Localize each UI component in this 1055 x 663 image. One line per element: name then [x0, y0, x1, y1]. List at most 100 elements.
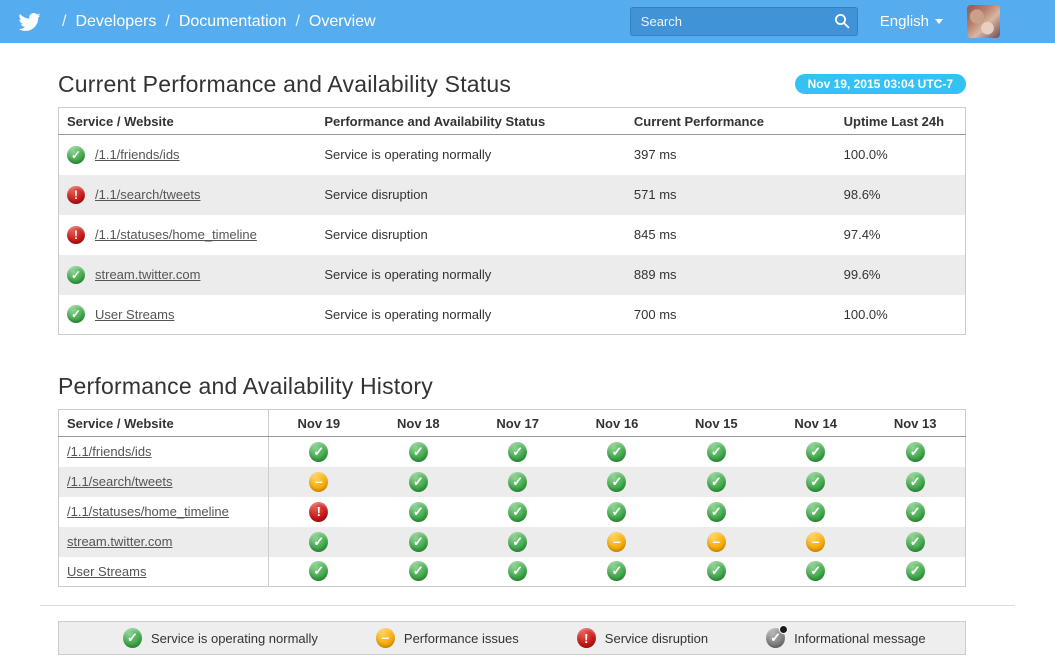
service-cell: ✓ User Streams	[59, 295, 317, 335]
service-link[interactable]: /1.1/search/tweets	[67, 474, 173, 489]
check-circle-icon: ✓	[905, 441, 925, 462]
service-cell: ! /1.1/search/tweets	[59, 175, 317, 215]
exclamation-circle-icon: !	[67, 225, 85, 244]
check-circle-icon: ✓	[508, 501, 528, 522]
service-cell-content: ! /1.1/statuses/home_timeline	[67, 225, 308, 244]
history-service-cell: stream.twitter.com	[58, 526, 269, 557]
check-circle-icon: ✓	[408, 501, 428, 522]
status-glyph: ✓	[611, 503, 623, 519]
table-row: ✓ /1.1/friends/ids Service is operating no…	[59, 135, 966, 175]
history-status-cell: ✓	[567, 437, 666, 467]
status-column-header: Service / Website	[58, 107, 317, 135]
check-circle-icon: ✓	[806, 471, 826, 492]
service-link[interactable]: stream.twitter.com	[67, 534, 173, 549]
history-date-header: Nov 14	[765, 409, 866, 437]
history-status-cell: ✓	[567, 467, 666, 497]
history-status-cell: ✓	[468, 497, 567, 527]
language-label: English	[879, 13, 929, 30]
history-status-cell: ✓	[667, 467, 766, 497]
status-glyph: ✓	[70, 307, 82, 322]
language-dropdown[interactable]: English	[880, 13, 943, 30]
magnifier-icon[interactable]	[834, 13, 850, 29]
service-link[interactable]: User Streams	[67, 563, 147, 579]
status-text-cell: Service is operating normally	[324, 147, 492, 163]
table-row: ! /1.1/search/tweets Service disruption 571…	[58, 174, 966, 215]
history-status-cell: ✓	[369, 527, 468, 557]
history-status-cell: !	[269, 497, 369, 527]
table-row: stream.twitter.com ✓ ✓ ✓ – – – ✓	[58, 526, 966, 557]
status-glyph: ✓	[313, 563, 325, 579]
check-circle-icon: ✓	[67, 145, 85, 164]
status-glyph: ✓	[412, 563, 424, 579]
main-content: Current Performance and Availability Sta…	[58, 71, 966, 587]
status-glyph: ✓	[611, 443, 623, 459]
status-glyph: ✓	[412, 503, 424, 519]
check-circle-icon: ✓	[67, 305, 85, 324]
chevron-down-icon	[935, 19, 943, 24]
status-glyph: !	[74, 187, 78, 202]
history-status-cell: –	[766, 527, 865, 557]
history-service-cell: /1.1/friends/ids	[58, 436, 269, 467]
history-status-cell: ✓	[865, 437, 965, 467]
history-date-header: Nov 19	[268, 409, 369, 437]
service-link[interactable]: /1.1/search/tweets	[95, 187, 201, 202]
check-circle-icon: ✓	[607, 561, 627, 582]
history-status-cell: –	[269, 467, 369, 497]
check-circle-icon: ✓	[508, 531, 528, 552]
status-section-header: Current Performance and Availability Sta…	[58, 71, 966, 98]
service-link[interactable]: /1.1/statuses/home_timeline	[67, 504, 229, 519]
check-circle-icon: ✓	[408, 441, 428, 462]
legend-divider	[40, 605, 1015, 606]
history-status-cell: –	[667, 527, 766, 557]
service-link[interactable]: /1.1/friends/ids	[67, 444, 152, 460]
history-status-cell: ✓	[567, 497, 666, 527]
breadcrumb-item-overview[interactable]: Overview	[308, 12, 376, 30]
history-status-cell: ✓	[667, 497, 766, 527]
status-glyph: ✓	[412, 443, 424, 459]
check-circle-icon: ✓	[123, 628, 142, 648]
status-glyph: ✓	[710, 443, 722, 459]
status-glyph: ✓	[512, 563, 524, 579]
history-status-cell: ✓	[766, 467, 865, 497]
table-row: /1.1/friends/ids ✓ ✓ ✓ ✓ ✓ ✓ ✓	[58, 436, 966, 467]
service-link[interactable]: /1.1/friends/ids	[95, 147, 180, 163]
twitter-bird-icon[interactable]	[16, 11, 43, 33]
history-status-cell: ✓	[468, 467, 567, 497]
status-glyph: ✓	[127, 630, 138, 645]
history-status-cell: ✓	[667, 557, 766, 587]
status-glyph: ✓	[512, 533, 524, 549]
check-circle-icon: ✓	[408, 561, 428, 582]
service-link[interactable]: /1.1/statuses/home_timeline	[95, 227, 257, 242]
status-text-cell: Service disruption	[324, 227, 428, 242]
status-glyph: ✓	[710, 563, 722, 579]
history-date-header: Nov 15	[666, 409, 766, 437]
history-date-header: Nov 18	[368, 409, 468, 437]
status-table-header-row: Service / Website Performance and Availab…	[58, 107, 966, 135]
history-table-header-row: Service / Website Nov 19 Nov 18 Nov 17 Nov 1…	[58, 409, 966, 437]
legend-item-warn: – Performance issues	[375, 628, 519, 648]
status-glyph: ✓	[412, 533, 424, 549]
status-glyph: ✓	[810, 503, 822, 519]
history-status-cell: ✓	[766, 437, 865, 467]
avatar[interactable]	[967, 5, 1000, 38]
navbar-left: / Developers / Documentation / Overview	[16, 11, 376, 33]
service-link[interactable]: User Streams	[95, 306, 175, 322]
check-circle-icon: ✓	[607, 441, 627, 462]
check-circle-icon: ✓	[67, 265, 85, 284]
service-cell: ✓ stream.twitter.com	[59, 255, 317, 295]
history-status-cell: ✓	[369, 437, 468, 467]
dash-circle-icon: –	[375, 628, 395, 648]
performance-cell: 845 ms	[633, 227, 677, 242]
history-title: Performance and Availability History	[58, 373, 433, 399]
status-glyph: ✓	[710, 473, 722, 489]
service-link[interactable]: stream.twitter.com	[95, 267, 201, 282]
breadcrumb-item-developers[interactable]: Developers	[75, 12, 157, 30]
search-input[interactable]	[629, 7, 858, 36]
status-glyph: ✓	[909, 503, 921, 519]
breadcrumb-item-documentation[interactable]: Documentation	[178, 12, 287, 30]
dash-circle-icon: –	[607, 531, 627, 552]
check-circle-icon: ✓	[607, 471, 627, 492]
check-circle-icon: ✓	[905, 501, 925, 522]
top-navbar: / Developers / Documentation / Overview Engli…	[0, 0, 1055, 43]
performance-cell: 700 ms	[633, 306, 677, 322]
